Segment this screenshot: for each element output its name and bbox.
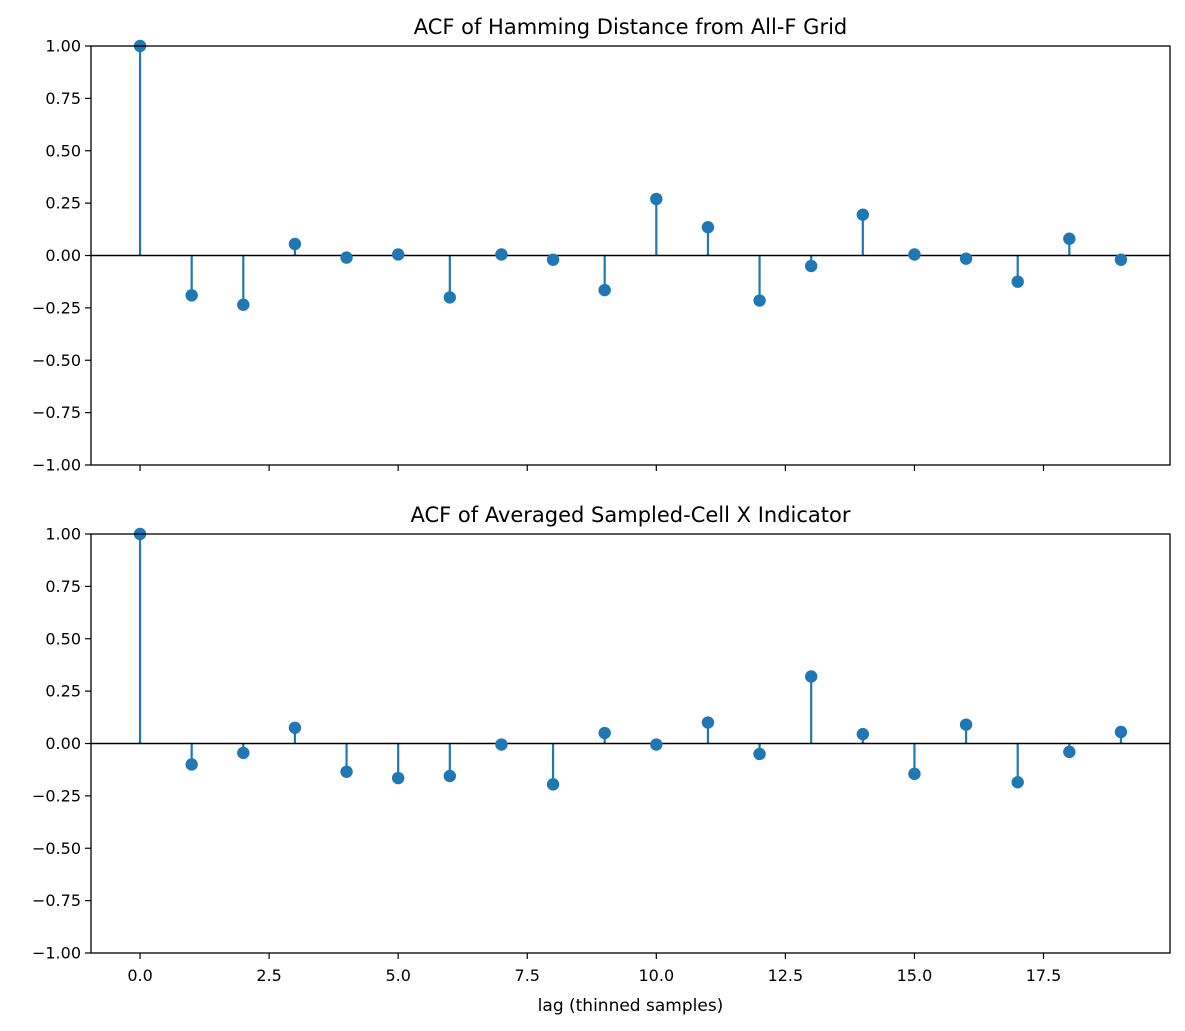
y-tick-label: −0.50 bbox=[32, 351, 81, 370]
stem-marker bbox=[753, 747, 766, 761]
stem-marker bbox=[959, 252, 973, 265]
stem-marker bbox=[959, 718, 973, 731]
stem-marker bbox=[1063, 232, 1076, 245]
stem-marker bbox=[1011, 776, 1024, 789]
stem-marker bbox=[856, 727, 870, 741]
y-tick-label: −1.00 bbox=[32, 456, 81, 475]
stem-marker bbox=[237, 298, 250, 311]
stem-marker bbox=[546, 778, 560, 791]
y-tick-label: −1.00 bbox=[32, 944, 81, 963]
stem-marker bbox=[598, 283, 611, 297]
stem-marker bbox=[650, 738, 663, 751]
stem-marker bbox=[908, 767, 921, 781]
x-axis-label: lag (thinned samples) bbox=[538, 996, 724, 1016]
stem-marker bbox=[701, 221, 715, 234]
stem-marker bbox=[908, 248, 921, 261]
chart-title: ACF of Averaged Sampled-Cell X Indicator bbox=[410, 503, 850, 527]
x-tick-label: 0.0 bbox=[127, 966, 152, 985]
y-tick-label: 0.75 bbox=[45, 89, 81, 108]
stem-marker bbox=[340, 765, 353, 778]
y-tick-label: 0.50 bbox=[45, 141, 81, 160]
stem-marker bbox=[288, 237, 302, 251]
y-tick-label: 1.00 bbox=[45, 37, 81, 56]
y-tick-label: −0.25 bbox=[32, 786, 81, 805]
stem-marker bbox=[443, 291, 457, 304]
stem-marker bbox=[598, 726, 611, 740]
subplot-2: −1.00 −0.75 −0.50 −0.25 0.00 0.25 0.50 0.75 1.00… bbox=[32, 503, 1171, 1016]
x-tick-label: 7.5 bbox=[515, 966, 540, 985]
stem-marker bbox=[753, 294, 766, 307]
y-tick-label: 0.50 bbox=[45, 629, 81, 648]
y-tick-label: 1.00 bbox=[45, 525, 81, 544]
x-tick-label: 17.5 bbox=[1026, 966, 1062, 985]
stem-marker bbox=[1063, 745, 1076, 759]
stem-marker bbox=[340, 251, 353, 264]
stem-marker bbox=[237, 746, 250, 760]
stem-marker bbox=[1114, 253, 1128, 266]
stem-marker bbox=[856, 208, 870, 221]
y-tick-label: 0.00 bbox=[45, 246, 81, 265]
x-tick-label: 5.0 bbox=[385, 966, 410, 985]
y-tick-label: −0.75 bbox=[32, 403, 81, 422]
stem-marker bbox=[1114, 725, 1128, 739]
stem-marker bbox=[391, 248, 405, 261]
y-tick-label: −0.75 bbox=[32, 891, 81, 910]
stem-marker bbox=[495, 248, 508, 261]
y-tick-label: −0.50 bbox=[32, 839, 81, 858]
y-tick-label: 0.75 bbox=[45, 577, 81, 596]
stem-marker bbox=[1011, 275, 1024, 288]
y-tick-label: 0.25 bbox=[45, 194, 81, 213]
subplots: −1.00 −0.75 −0.50 −0.25 0.00 0.25 0.50 0.75 1.00… bbox=[32, 15, 1171, 1016]
stem-marker bbox=[185, 758, 198, 771]
subplot-1: −1.00 −0.75 −0.50 −0.25 0.00 0.25 0.50 0.75 1.00… bbox=[32, 15, 1171, 475]
x-tick-label: 10.0 bbox=[639, 966, 675, 985]
y-tick-label: 0.00 bbox=[45, 734, 81, 753]
stem-marker bbox=[495, 738, 508, 751]
stem-marker bbox=[650, 192, 663, 206]
y-tick-label: −0.25 bbox=[32, 298, 81, 317]
stem-marker bbox=[701, 716, 715, 729]
stem-marker bbox=[391, 771, 405, 785]
y-tick-label: 0.25 bbox=[45, 682, 81, 701]
stem-marker bbox=[185, 289, 198, 302]
x-tick-label: 2.5 bbox=[256, 966, 281, 985]
stem-marker bbox=[546, 253, 560, 266]
stem-marker bbox=[804, 259, 818, 273]
x-tick-label: 12.5 bbox=[768, 966, 804, 985]
stem-marker bbox=[288, 721, 302, 734]
stem-marker bbox=[443, 769, 457, 783]
stem-marker bbox=[804, 670, 818, 683]
x-tick-label: 15.0 bbox=[897, 966, 933, 985]
chart-title: ACF of Hamming Distance from All-F Grid bbox=[414, 15, 848, 39]
